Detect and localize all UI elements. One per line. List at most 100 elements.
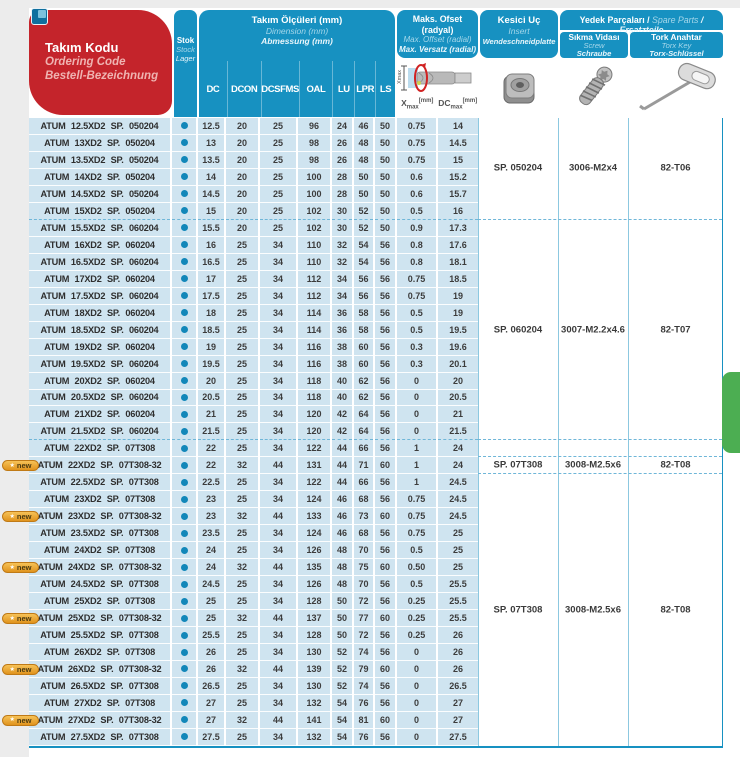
dcon-value: 25 bbox=[226, 525, 258, 543]
dcmax-value: 20.1 bbox=[438, 355, 478, 373]
ls-value: 56 bbox=[375, 491, 395, 509]
table-row: ★ new ATUM 27XD2 SP. 07T308-32 27 32 44 1… bbox=[2, 711, 478, 729]
ordering-code-cell: ATUM 13XD2 SP. 050204 bbox=[29, 134, 170, 152]
oal-value: 128 bbox=[298, 627, 330, 645]
new-badge: ★ new bbox=[2, 562, 39, 574]
lu-value: 54 bbox=[332, 728, 352, 746]
ordering-code-cell: ATUM 25.5XD2 SP. 07T308 bbox=[29, 627, 170, 645]
ls-value: 56 bbox=[375, 406, 395, 424]
insert-col-left-border bbox=[478, 118, 479, 746]
ordering-code-cell: ATUM 24.5XD2 SP. 07T308 bbox=[29, 576, 170, 594]
dcsfms-value: 34 bbox=[260, 253, 296, 271]
dcon-value: 25 bbox=[226, 593, 258, 611]
dc-value: 26 bbox=[198, 661, 224, 678]
stock-cell bbox=[172, 576, 196, 594]
table-row: ATUM 23XD2 SP. 07T308 23 25 34 124 46 68… bbox=[29, 491, 478, 509]
lu-value: 46 bbox=[332, 508, 352, 526]
lu-value: 28 bbox=[332, 185, 352, 203]
stock-cell bbox=[172, 151, 196, 169]
spare-overlay: SP. 050204 3006-M2x4 82-T06 SP. 060204 3007-… bbox=[478, 118, 723, 746]
dcmax-value: 20.5 bbox=[438, 389, 478, 407]
stock-title-en: Stock bbox=[176, 45, 195, 54]
dcon-value: 25 bbox=[226, 474, 258, 492]
dc-value: 24 bbox=[198, 542, 224, 560]
dcsfms-value: 34 bbox=[260, 304, 296, 322]
table-row: ATUM 18XD2 SP. 060204 18 25 34 114 36 58… bbox=[29, 304, 478, 322]
lu-value: 34 bbox=[332, 270, 352, 288]
dcon-value: 32 bbox=[226, 610, 258, 628]
oal-value: 124 bbox=[298, 525, 330, 543]
stock-cell bbox=[172, 389, 196, 407]
xmax-value: 0.5 bbox=[397, 304, 436, 322]
ls-value: 50 bbox=[375, 151, 395, 169]
dcsfms-value: 34 bbox=[260, 287, 296, 305]
dc-value: 25 bbox=[198, 593, 224, 611]
stock-cell bbox=[172, 474, 196, 492]
ls-value: 56 bbox=[375, 576, 395, 594]
dc-value: 20.5 bbox=[198, 389, 224, 407]
stock-cell bbox=[172, 728, 196, 746]
dcmax-value: 14.5 bbox=[438, 134, 478, 152]
stock-cell bbox=[172, 661, 196, 678]
ls-value: 56 bbox=[375, 525, 395, 543]
table-row: ATUM 21.5XD2 SP. 060204 21.5 25 34 120 4… bbox=[29, 423, 478, 441]
stock-cell bbox=[172, 236, 196, 254]
stock-dot-icon bbox=[180, 139, 188, 147]
dcmax-value: 24.5 bbox=[438, 474, 478, 492]
dcon-value: 25 bbox=[226, 644, 258, 661]
stock-cell bbox=[172, 542, 196, 560]
ordering-code: ATUM 23XD2 SP. 07T308 bbox=[43, 494, 156, 505]
offset-title-en: Max. Offset (radial) bbox=[403, 35, 472, 45]
ordering-code: ATUM 24XD2 SP. 07T308-32 bbox=[37, 562, 162, 573]
xmax-value: 0.5 bbox=[397, 202, 436, 220]
dcsfms-value: 34 bbox=[260, 270, 296, 288]
lpr-value: 52 bbox=[354, 202, 373, 220]
dcsfms-value: 44 bbox=[260, 508, 296, 526]
insert-photo-icon bbox=[503, 73, 535, 104]
dc-value: 18 bbox=[198, 304, 224, 322]
lu-value: 44 bbox=[332, 474, 352, 492]
oal-value: 100 bbox=[298, 185, 330, 203]
dc-value: 19 bbox=[198, 338, 224, 356]
stock-cell bbox=[172, 134, 196, 152]
oal-value: 124 bbox=[298, 491, 330, 509]
lu-value: 46 bbox=[332, 525, 352, 543]
stock-cell bbox=[172, 423, 196, 441]
lpr-value: 76 bbox=[354, 694, 373, 712]
oal-value: 112 bbox=[298, 270, 330, 288]
ordering-code-cell: ATUM 25XD2 SP. 07T308 bbox=[29, 593, 170, 611]
insert-code: SP. 07T308 bbox=[493, 604, 543, 616]
ls-value: 50 bbox=[375, 134, 395, 152]
xmax-value: 0 bbox=[397, 711, 436, 729]
spare-group: SP. 07T308 3008-M2.5x6 82-T08 bbox=[478, 474, 722, 746]
dc-value: 23 bbox=[198, 491, 224, 509]
dc-value: 22 bbox=[198, 457, 224, 475]
ordering-code: ATUM 25XD2 SP. 07T308-32 bbox=[37, 613, 162, 624]
stock-dot-icon bbox=[180, 258, 188, 266]
dcmax-value: 19.6 bbox=[438, 338, 478, 356]
lpr-value: 75 bbox=[354, 559, 373, 577]
ordering-code-cell: ★ new ATUM 26XD2 SP. 07T308-32 bbox=[2, 661, 170, 678]
lpr-value: 60 bbox=[354, 338, 373, 356]
dcsfms-value: 34 bbox=[260, 372, 296, 390]
table-row: ATUM 20XD2 SP. 060204 20 25 34 118 40 62… bbox=[29, 372, 478, 390]
dim-col-label-lu: LU bbox=[332, 61, 354, 117]
xmax-value: 0.50 bbox=[397, 559, 436, 577]
dcsfms-value: 34 bbox=[260, 525, 296, 543]
ls-value: 56 bbox=[375, 355, 395, 373]
lpr-value: 62 bbox=[354, 372, 373, 390]
dcmax-value: 14 bbox=[438, 118, 478, 135]
xmax-value: 0.6 bbox=[397, 168, 436, 186]
stock-dot-icon bbox=[180, 461, 188, 469]
xmax-value: 0.75 bbox=[397, 270, 436, 288]
stock-dot-icon bbox=[180, 682, 188, 690]
ordering-code-cell: ★ new ATUM 24XD2 SP. 07T308-32 bbox=[2, 559, 170, 577]
oal-value: 96 bbox=[298, 118, 330, 135]
dcsfms-value: 44 bbox=[260, 661, 296, 678]
screw-code: 3006-M2x4 bbox=[568, 162, 618, 174]
stock-cell bbox=[172, 593, 196, 611]
ordering-code: ATUM 14XD2 SP. 050204 bbox=[44, 171, 155, 182]
stock-dot-icon bbox=[180, 580, 188, 588]
torx-col-left-border bbox=[628, 118, 629, 746]
